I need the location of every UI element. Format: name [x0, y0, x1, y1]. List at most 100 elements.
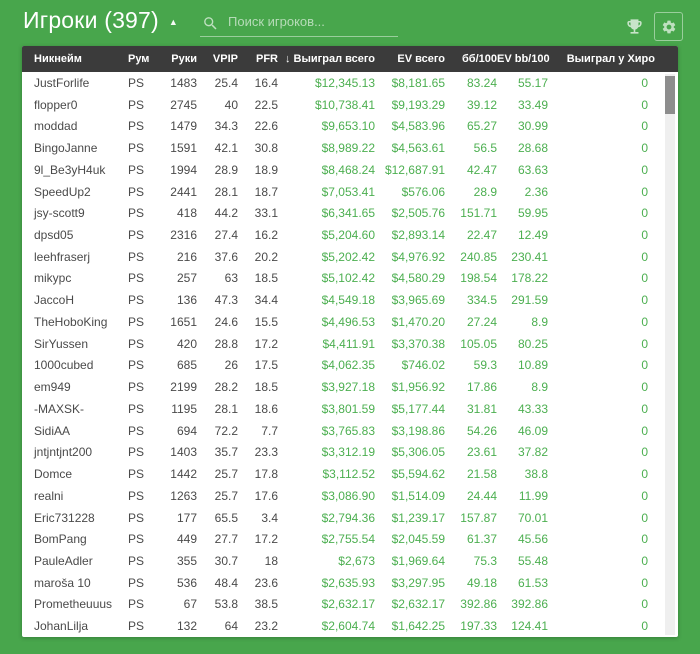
cell-ev-total: $576.06: [401, 184, 445, 199]
cell-room: PS: [128, 162, 145, 177]
cell-bb100: 56.5: [473, 141, 497, 156]
page-title-dropdown[interactable]: Игроки (397) ▲: [23, 7, 178, 34]
search-input[interactable]: [200, 9, 398, 37]
cell-ev-bb100: 46.09: [517, 423, 548, 438]
cell-won-vs-hero: 0: [641, 97, 648, 112]
cell-ev-total: $9,193.29: [391, 97, 445, 112]
cell-won-total: $3,112.52: [322, 467, 376, 482]
table-row[interactable]: jsy-scott9 PS 418 44.2 33.1 $6,341.65 $2…: [22, 202, 665, 224]
table-row[interactable]: Prometheuuus PS 67 53.8 38.5 $2,632.17 $…: [22, 594, 665, 616]
table-header: Никнейм Рум Руки VPIP PFR ↓ Выиграл всего…: [22, 46, 678, 72]
settings-button[interactable]: [654, 12, 683, 41]
column-header-nickname[interactable]: Никнейм: [34, 53, 82, 65]
cell-won-total: $5,202.42: [321, 249, 375, 264]
cell-nickname: TheHoboKing: [34, 314, 108, 329]
column-header-ev-total[interactable]: EV всего: [397, 53, 445, 65]
cell-ev-bb100: 10.89: [517, 358, 548, 373]
cell-won-total: $3,312.19: [321, 445, 375, 460]
table-row[interactable]: JohanLilja PS 132 64 23.2 $2,604.74 $1,6…: [22, 615, 665, 637]
cell-ev-total: $2,505.76: [391, 206, 445, 221]
cell-nickname: dpsd05: [34, 228, 74, 242]
scrollbar-thumb[interactable]: [665, 76, 675, 114]
cell-pfr: 17.6: [254, 488, 278, 503]
column-header-won-total[interactable]: ↓ Выиграл всего: [278, 53, 375, 65]
cell-ev-total: $4,563.61: [391, 141, 445, 156]
cell-vpip: 44.2: [214, 206, 238, 221]
table-row[interactable]: SirYussen PS 420 28.8 17.2 $4,411.91 $3,…: [22, 333, 665, 355]
cell-pfr: 18.5: [254, 380, 278, 395]
table-row[interactable]: Domce PS 1442 25.7 17.8 $3,112.52 $5,594…: [22, 463, 665, 485]
cell-room: PS: [128, 336, 145, 351]
cell-vpip: 25.7: [214, 467, 238, 482]
cell-nickname: jsy-scott9: [34, 206, 85, 221]
column-header-vpip[interactable]: VPIP: [212, 53, 238, 65]
table-row[interactable]: SidiAA PS 694 72.2 7.7 $3,765.83 $3,198.…: [22, 420, 665, 442]
cell-ev-total: $2,045.59: [391, 532, 445, 547]
cell-ev-bb100: 33.49: [517, 97, 548, 112]
column-header-room[interactable]: Рум: [128, 53, 150, 65]
table-row[interactable]: flopper0 PS 2745 40 22.5 $10,738.41 $9,1…: [22, 94, 665, 116]
table-row[interactable]: JustForlife PS 1483 25.4 16.4 $12,345.13…: [22, 72, 665, 94]
table-row[interactable]: maroša 10 PS 536 48.4 23.6 $2,635.93 $3,…: [22, 572, 665, 594]
cell-won-vs-hero: 0: [641, 75, 648, 90]
cell-vpip: 25.7: [214, 488, 238, 503]
cell-bb100: 27.24: [466, 314, 497, 329]
column-header-bb100[interactable]: бб/100: [462, 53, 497, 65]
cell-won-vs-hero: 0: [641, 380, 648, 395]
cell-nickname: 1000cubed: [34, 358, 94, 373]
cell-won-total: $5,204.60: [321, 228, 375, 242]
cell-won-vs-hero: 0: [641, 141, 648, 156]
table-row[interactable]: realni PS 1263 25.7 17.6 $3,086.90 $1,51…: [22, 485, 665, 507]
cell-bb100: 39.12: [466, 97, 497, 112]
table-row[interactable]: em949 PS 2199 28.2 18.5 $3,927.18 $1,956…: [22, 376, 665, 398]
cell-bb100: 83.24: [466, 75, 497, 90]
cell-hands: 136: [176, 293, 197, 308]
table-row[interactable]: 1000cubed PS 685 26 17.5 $4,062.35 $746.…: [22, 355, 665, 377]
cell-bb100: 24.44: [466, 488, 497, 503]
table-row[interactable]: -MAXSK- PS 1195 28.1 18.6 $3,801.59 $5,1…: [22, 398, 665, 420]
cell-won-vs-hero: 0: [641, 358, 648, 373]
table-row[interactable]: 9l_Be3yH4uk PS 1994 28.9 18.9 $8,468.24 …: [22, 159, 665, 181]
cell-hands: 1263: [170, 488, 197, 503]
cell-pfr: 23.6: [254, 575, 278, 590]
table-row[interactable]: Eric731228 PS 177 65.5 3.4 $2,794.36 $1,…: [22, 507, 665, 529]
cell-hands: 1591: [170, 141, 197, 156]
cell-ev-bb100: 8.9: [531, 380, 548, 395]
table-row[interactable]: jntjntjnt200 PS 1403 35.7 23.3 $3,312.19…: [22, 441, 665, 463]
table-row[interactable]: dpsd05 PS 2316 27.4 16.2 $5,204.60 $2,89…: [22, 224, 665, 246]
cell-nickname: Prometheuuus: [34, 597, 113, 612]
cell-nickname: jntjntjnt200: [34, 445, 93, 460]
cell-pfr: 18.7: [254, 184, 278, 199]
table-row[interactable]: PauleAdler PS 355 30.7 18 $2,673 $1,969.…: [22, 550, 665, 572]
column-header-ev-bb100[interactable]: EV bb/100: [497, 53, 550, 65]
cell-pfr: 38.5: [254, 597, 278, 612]
cell-won-total: $3,801.59: [321, 401, 375, 416]
cell-nickname: em949: [34, 380, 71, 395]
cell-hands: 418: [176, 206, 197, 221]
table-row[interactable]: BingoJanne PS 1591 42.1 30.8 $8,989.22 $…: [22, 137, 665, 159]
cell-hands: 67: [183, 597, 197, 612]
column-header-hands[interactable]: Руки: [171, 53, 197, 65]
trophy-icon[interactable]: [623, 16, 645, 38]
table-row[interactable]: mikypc PS 257 63 18.5 $5,102.42 $4,580.2…: [22, 268, 665, 290]
cell-ev-bb100: 37.82: [517, 445, 548, 460]
cell-ev-bb100: 38.8: [524, 467, 548, 482]
table-row[interactable]: SpeedUp2 PS 2441 28.1 18.7 $7,053.41 $57…: [22, 181, 665, 203]
cell-ev-total: $746.02: [401, 358, 445, 373]
cell-won-total: $4,411.91: [322, 336, 376, 351]
cell-hands: 2316: [170, 228, 197, 242]
cell-room: PS: [128, 575, 145, 590]
table-row[interactable]: JaccoH PS 136 47.3 34.4 $4,549.18 $3,965…: [22, 289, 665, 311]
column-header-pfr[interactable]: PFR: [256, 53, 278, 65]
scrollbar[interactable]: [665, 74, 675, 635]
cell-won-vs-hero: 0: [641, 271, 648, 286]
column-header-won-vs-hero[interactable]: Выиграл у Хиро: [566, 53, 655, 65]
cell-room: PS: [128, 488, 145, 503]
cell-hands: 420: [176, 336, 197, 351]
table-row[interactable]: moddad PS 1479 34.3 22.6 $9,653.10 $4,58…: [22, 115, 665, 137]
cell-room: PS: [128, 619, 145, 634]
table-row[interactable]: TheHoboKing PS 1651 24.6 15.5 $4,496.53 …: [22, 311, 665, 333]
cell-nickname: -MAXSK-: [34, 401, 85, 416]
table-row[interactable]: BomPang PS 449 27.7 17.2 $2,755.54 $2,04…: [22, 528, 665, 550]
table-row[interactable]: leehfraserj PS 216 37.6 20.2 $5,202.42 $…: [22, 246, 665, 268]
